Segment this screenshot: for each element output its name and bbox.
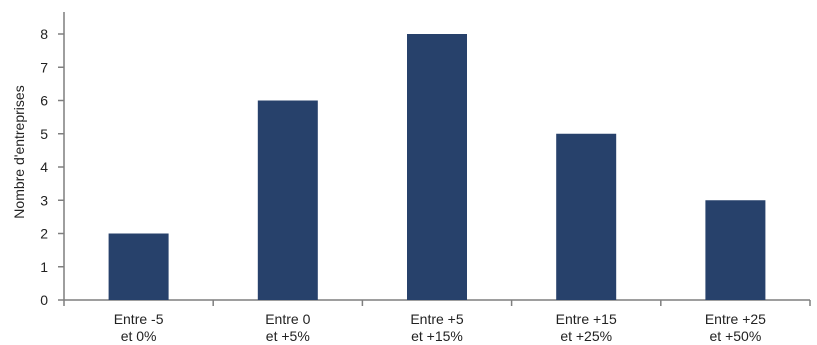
x-category-label: et +25% [560, 328, 612, 344]
y-tick-label: 2 [40, 226, 48, 242]
x-category-label: Entre +25 [705, 311, 766, 327]
y-tick-label: 0 [40, 292, 48, 308]
x-category-label: Entre +15 [556, 311, 617, 327]
x-category-label: Entre 0 [265, 311, 310, 327]
x-category-label: et +15% [411, 328, 463, 344]
y-tick-label: 5 [40, 126, 48, 142]
y-tick-label: 3 [40, 192, 48, 208]
y-axis-title: Nombre d'entreprises [11, 85, 27, 218]
bar [407, 34, 467, 300]
y-tick-label: 8 [40, 26, 48, 42]
x-category-label: et +5% [266, 328, 310, 344]
bar [257, 100, 318, 300]
x-category-label: et +50% [710, 328, 762, 344]
x-category-label: Entre -5 [114, 311, 164, 327]
y-tick-label: 7 [40, 59, 48, 75]
bar [556, 133, 617, 300]
y-ticks: 0 1 2 3 4 5 6 7 8 [40, 26, 64, 308]
y-tick-label: 1 [40, 259, 48, 275]
x-labels: Entre -5et 0% Entre 0et +5% Entre +5et +15… [114, 311, 766, 344]
x-category-label: Entre +5 [410, 311, 464, 327]
y-tick-label: 4 [40, 159, 48, 175]
y-tick-label: 6 [40, 93, 48, 109]
bars [108, 34, 766, 300]
x-category-label: et 0% [121, 328, 157, 344]
bar [108, 233, 169, 300]
bar [705, 200, 766, 300]
